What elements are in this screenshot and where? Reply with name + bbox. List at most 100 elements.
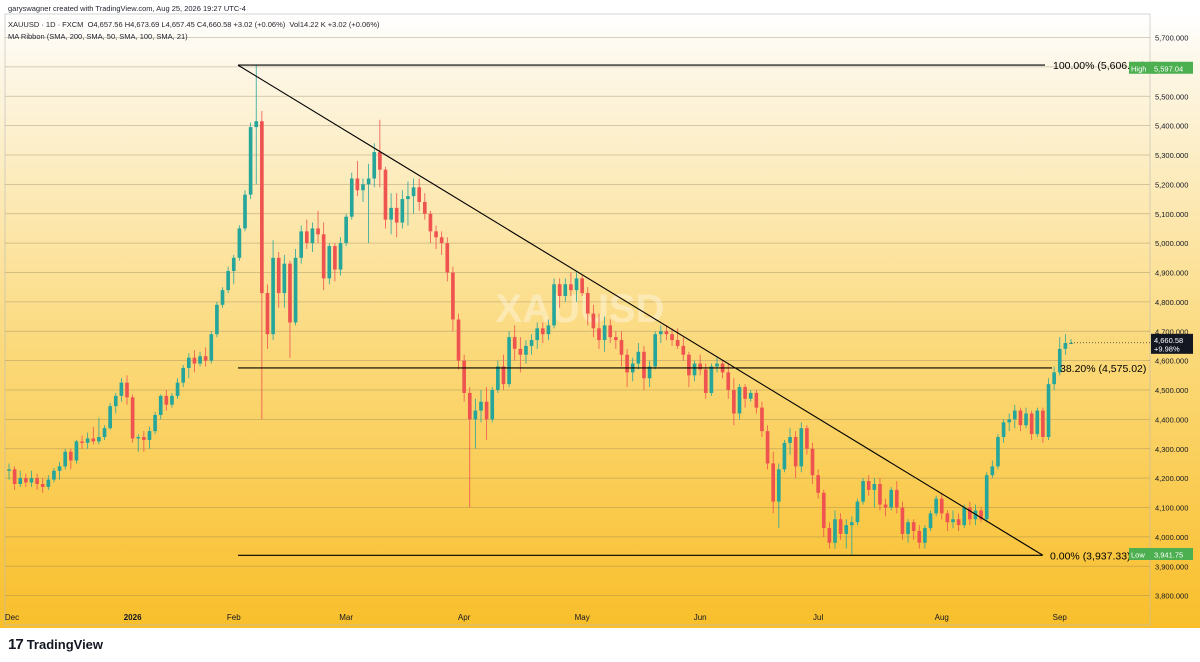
candle-body [203, 356, 208, 361]
candle-body [394, 207, 399, 223]
candle-body [900, 507, 905, 534]
high-label-tag: High [1131, 64, 1146, 73]
candle-body [490, 390, 495, 420]
candle-body [411, 187, 416, 197]
candle-body [524, 345, 528, 355]
candle-body [799, 428, 804, 467]
candle-body [810, 448, 815, 476]
candle-body [24, 478, 28, 483]
candle-body [883, 504, 888, 508]
candle-body [316, 228, 320, 235]
low-label-tag-bg [1129, 547, 1156, 560]
candle-body [529, 340, 534, 346]
candle-body [130, 397, 135, 439]
time-tick-label: Apr [458, 613, 471, 622]
candle-body [400, 199, 405, 223]
candle-body [619, 340, 624, 355]
candle-body [602, 325, 607, 341]
candle-body [1029, 413, 1034, 435]
tradingview-logo-text: TradingView [26, 637, 104, 652]
candle-body [91, 438, 96, 442]
candle-body [428, 213, 433, 232]
candle-body [119, 382, 124, 396]
candle-body [467, 392, 472, 420]
candle-body [574, 278, 579, 291]
candle-body [614, 337, 618, 341]
candle-body [951, 519, 955, 523]
candle-body [1018, 410, 1023, 426]
last-price-value: 4,660.58 [1154, 336, 1183, 345]
watermark: XAUUSD [496, 287, 665, 331]
candle-body [40, 484, 45, 487]
candle-body [198, 356, 202, 364]
candle-body [366, 178, 371, 185]
fib-level-label: 38.20% (4,575.02) [1060, 363, 1146, 375]
candle-body [1012, 410, 1017, 420]
candle-body [344, 216, 348, 244]
candle-body [1035, 410, 1040, 435]
candle-body [990, 466, 995, 476]
candle-body [496, 366, 500, 390]
time-tick-label: Jul [813, 613, 823, 622]
candle-body [333, 246, 337, 270]
candle-body [406, 196, 410, 200]
candle-body [46, 479, 51, 487]
candle-body [175, 382, 180, 396]
plot-area [4, 13, 1151, 626]
candle-body [591, 313, 596, 329]
candle-body [647, 366, 652, 379]
price-tick-label: 4,500.000 [1155, 386, 1188, 395]
candle-body [737, 387, 742, 414]
drawings[interactable]: 100.00% (5,606.19) 38.20% (4,575.02) 0.00%… [237, 60, 1146, 562]
candle-body [321, 234, 326, 279]
candle-body [546, 325, 551, 335]
candle-body [698, 363, 702, 370]
candle-body [209, 334, 214, 361]
candle-body [833, 519, 837, 543]
candle-body [850, 522, 854, 526]
candle-body [934, 498, 938, 514]
candle-body [782, 442, 787, 470]
candle-body [220, 290, 225, 305]
candle-body [653, 334, 658, 367]
candle-body [102, 428, 107, 437]
price-tick-label: 5,300.000 [1155, 151, 1188, 160]
time-axis[interactable]: Dec 2026 Feb Mar Apr May Jun Jul Aug Sep [5, 613, 1068, 622]
candle-body [473, 410, 478, 420]
candle-body [945, 513, 950, 523]
candle-body [85, 438, 90, 443]
price-tick-label: 3,800.000 [1155, 592, 1188, 601]
volume-value: Vol14.22 K +3.02 (+0.06%) [289, 20, 380, 29]
candle-body [748, 392, 753, 399]
price-tick-label: 4,800.000 [1155, 298, 1188, 307]
candle-body [68, 451, 73, 461]
time-tick-label: 2026 [124, 613, 142, 622]
candle-body [788, 437, 792, 443]
candle-body [1052, 372, 1056, 385]
candle-body [254, 121, 259, 128]
candle-body [1046, 384, 1051, 437]
candle-body [276, 257, 281, 294]
candle-body [866, 481, 871, 490]
candle-body [147, 431, 152, 440]
candle-body [771, 463, 776, 502]
candle-body [170, 395, 174, 405]
candle-body [776, 469, 781, 502]
candle-body [861, 481, 865, 502]
candle-body [878, 484, 882, 505]
time-tick-label: Aug [935, 613, 949, 622]
candle-body [1007, 419, 1012, 423]
price-tick-label: 4,000.000 [1155, 533, 1188, 542]
candle-body [507, 337, 511, 385]
candle-body [231, 257, 236, 272]
candle-body [585, 293, 590, 314]
price-tick-label: 4,600.000 [1155, 357, 1188, 366]
candle-body [265, 293, 270, 335]
low-label-value-bg [1151, 547, 1193, 560]
candle-body [378, 152, 382, 170]
symbol-name[interactable]: XAUUSD · 1D · FXCM [8, 20, 84, 29]
indicator-legend[interactable]: MA Ribbon (SMA, 200, SMA, 50, SMA, 100, … [8, 32, 188, 41]
tradingview-logo-mark: 17 [8, 636, 24, 653]
candle-body [349, 178, 354, 217]
